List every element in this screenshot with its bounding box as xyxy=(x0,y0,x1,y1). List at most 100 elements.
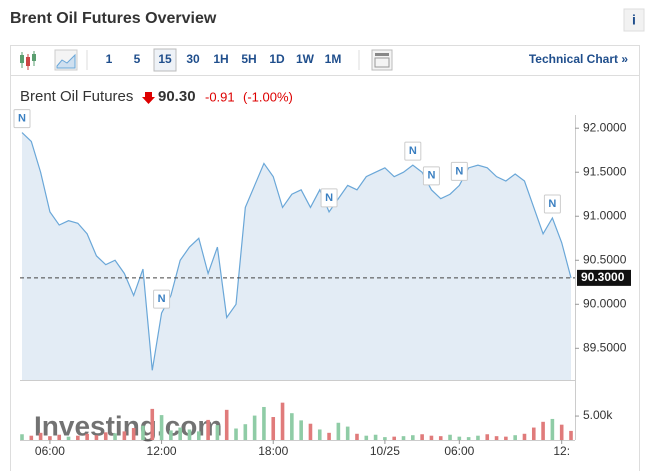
volume-bar xyxy=(569,430,573,440)
volume-bar xyxy=(504,436,508,440)
volume-bar xyxy=(103,432,108,440)
volume-bar xyxy=(94,435,99,440)
chart-frame xyxy=(10,45,640,476)
interval-button[interactable]: 1M xyxy=(325,52,342,66)
interval-button[interactable]: 15 xyxy=(158,52,172,66)
interval-button[interactable]: 5 xyxy=(134,52,141,66)
news-marker-label[interactable]: N xyxy=(455,165,463,177)
price-line xyxy=(21,132,572,371)
interval-button[interactable]: 1H xyxy=(213,52,228,66)
y-tick-label: 92.0000 xyxy=(583,120,627,134)
y-tick-label: 90.5000 xyxy=(583,252,627,266)
volume-bar xyxy=(252,415,257,440)
watermark: Investing.com xyxy=(34,410,222,441)
volume-bar xyxy=(411,435,415,440)
volume-bar xyxy=(420,434,424,440)
interval-button[interactable]: 1 xyxy=(106,52,113,66)
info-button[interactable] xyxy=(623,8,645,32)
y-tick-label: 90.0000 xyxy=(583,296,627,310)
volume-bar xyxy=(494,436,499,440)
volume-bar xyxy=(224,409,229,440)
y-tick-label: 89.5000 xyxy=(583,340,627,354)
volume-bar xyxy=(169,430,173,440)
volume-bar xyxy=(550,418,555,440)
calendar-icon[interactable] xyxy=(371,49,393,71)
news-marker[interactable] xyxy=(320,188,338,208)
candle-icon[interactable] xyxy=(20,51,36,70)
volume-bar xyxy=(271,417,276,440)
x-tick-label: 12:00 xyxy=(147,444,177,458)
price-change-percent: (-1.00%) xyxy=(243,89,293,104)
volume-bar xyxy=(206,419,210,440)
last-price-box xyxy=(577,269,631,286)
volume-bar xyxy=(215,425,220,440)
volume-bar xyxy=(457,436,462,440)
widget-title: Brent Oil Futures Overview xyxy=(10,10,217,27)
news-marker-label[interactable]: N xyxy=(409,145,417,157)
x-tick-label: 18:00 xyxy=(258,444,288,458)
volume-bar xyxy=(327,432,331,440)
interval-button[interactable]: 1W xyxy=(296,52,315,66)
news-marker-label[interactable]: N xyxy=(325,192,333,204)
volume-bar xyxy=(57,434,62,440)
volume-bar xyxy=(187,429,192,440)
x-tick-label: 06:00 xyxy=(35,444,65,458)
volume-bar xyxy=(401,436,406,440)
interval-button[interactable]: 30 xyxy=(186,52,200,66)
volume-bar xyxy=(290,413,294,440)
volume-bar xyxy=(76,435,80,440)
news-marker[interactable] xyxy=(543,194,561,214)
info-icon[interactable]: i xyxy=(632,12,636,28)
news-marker-label[interactable]: N xyxy=(18,113,26,125)
news-marker[interactable] xyxy=(153,289,171,309)
instrument-name: Brent Oil Futures xyxy=(20,88,133,105)
news-marker[interactable] xyxy=(404,141,422,161)
news-marker[interactable] xyxy=(422,166,440,186)
volume-bar xyxy=(66,436,71,440)
technical-chart-link[interactable]: Technical Chart » xyxy=(529,52,628,66)
volume-bar xyxy=(122,431,127,440)
volume-bar xyxy=(559,424,564,440)
volume-bar xyxy=(541,421,545,440)
news-marker-label[interactable]: N xyxy=(427,170,435,182)
x-tick-label: 12: xyxy=(553,444,570,458)
volume-bar xyxy=(485,434,490,440)
volume-bar xyxy=(336,422,341,440)
volume-bar xyxy=(476,435,480,440)
volume-bar xyxy=(113,433,117,440)
volume-bar xyxy=(364,435,369,440)
news-marker[interactable] xyxy=(450,161,468,181)
volume-bar xyxy=(522,433,527,440)
interval-button[interactable]: 5H xyxy=(241,52,256,66)
volume-bar xyxy=(392,436,397,440)
area-icon[interactable] xyxy=(54,49,78,71)
volume-bar xyxy=(234,428,238,440)
volume-bar xyxy=(141,425,145,440)
volume-bar xyxy=(383,437,387,440)
volume-bar xyxy=(373,434,378,440)
volume-bar xyxy=(159,415,164,440)
y-tick-label: 91.0000 xyxy=(583,208,627,222)
volume-bar xyxy=(448,434,452,440)
y-tick-label: 91.5000 xyxy=(583,164,627,178)
volume-bar xyxy=(345,426,350,440)
news-marker-label[interactable]: N xyxy=(158,293,166,305)
volume-bar xyxy=(308,423,313,440)
news-marker-label[interactable]: N xyxy=(548,198,556,210)
volume-bar xyxy=(196,431,201,440)
volume-bar xyxy=(299,420,303,440)
volume-bar xyxy=(85,433,89,440)
volume-bar xyxy=(38,432,43,440)
volume-bar xyxy=(513,435,517,440)
volume-bar xyxy=(178,427,182,440)
x-tick-label: 10/25 xyxy=(370,444,400,458)
interval-button[interactable]: 1D xyxy=(269,52,285,66)
volume-tick-label: 5.00k xyxy=(583,408,613,422)
price-area xyxy=(22,132,571,380)
volume-bar xyxy=(262,406,266,440)
volume-bar xyxy=(20,434,24,440)
news-marker[interactable] xyxy=(13,109,31,129)
volume-bar xyxy=(29,435,34,440)
volume-bar xyxy=(466,437,471,440)
